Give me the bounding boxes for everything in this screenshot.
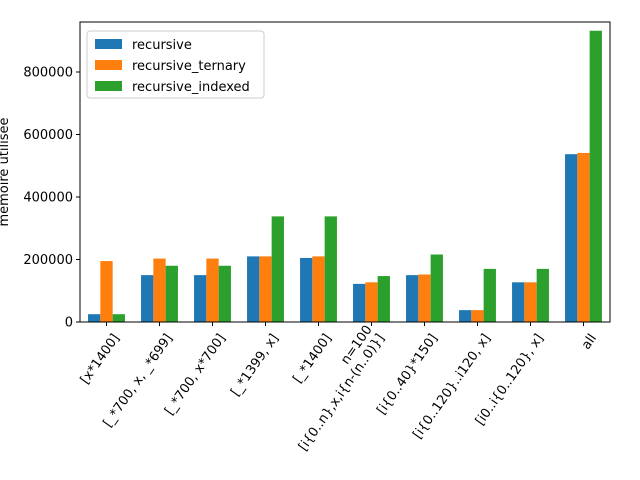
- bar-recursive-ternary-6: [418, 274, 431, 322]
- bars-layer: [88, 30, 602, 322]
- legend-label-recursive-ternary: recursive_ternary: [132, 59, 246, 74]
- y-tick-label: 400000: [23, 191, 73, 206]
- bar-recursive-indexed-9: [589, 30, 602, 322]
- bar-recursive-indexed-3: [271, 216, 284, 322]
- bar-recursive-3: [247, 256, 260, 322]
- bar-recursive-indexed-8: [536, 268, 549, 322]
- bar-recursive-4: [300, 257, 313, 322]
- bar-recursive-ternary-5: [365, 282, 378, 322]
- bar-recursive-indexed-5: [377, 276, 390, 322]
- bar-recursive-ternary-4: [312, 256, 325, 322]
- y-tick-label: 0: [65, 316, 73, 331]
- bar-recursive-ternary-9: [577, 152, 590, 322]
- bar-recursive-indexed-0: [112, 314, 125, 322]
- legend-swatch-recursive: [95, 39, 122, 49]
- y-axis-label: mémoire utilisée: [0, 117, 12, 226]
- x-tick-label: n=100[i{0..n},x,i{n-(n..0)}]: [284, 323, 388, 454]
- x-tick-label: all: [579, 331, 600, 352]
- y-tick-label: 800000: [23, 66, 73, 81]
- legend: recursive recursive_ternary recursive_inde…: [86, 30, 265, 99]
- bar-recursive-ternary-3: [259, 256, 272, 322]
- x-tick-label: [_*1399, x]: [228, 331, 282, 399]
- bar-recursive-7: [459, 310, 472, 322]
- x-axis: [x*1400][_*700, x, _*699][_*700, x*700][…: [78, 322, 600, 454]
- bar-recursive-ternary-8: [524, 282, 537, 322]
- bar-recursive-1: [141, 275, 154, 322]
- bar-recursive-ternary-0: [100, 261, 113, 322]
- bar-recursive-ternary-2: [206, 258, 219, 322]
- axes-frame: [79, 21, 611, 323]
- legend-label-recursive-indexed: recursive_indexed: [132, 80, 250, 95]
- x-tick-label: [_*1400]: [290, 331, 335, 386]
- y-tick-label: 200000: [23, 253, 73, 268]
- bar-recursive-indexed-7: [483, 268, 496, 322]
- bar-recursive-ternary-7: [471, 310, 484, 322]
- bar-recursive-indexed-4: [324, 216, 337, 322]
- x-tick-label: [x*1400]: [78, 331, 123, 387]
- legend-swatch-recursive-indexed: [95, 81, 122, 91]
- y-tick-label: 600000: [23, 128, 73, 143]
- bar-recursive-indexed-1: [165, 265, 178, 322]
- bar-recursive-0: [88, 314, 101, 322]
- bar-recursive-2: [194, 275, 207, 322]
- bar-recursive-indexed-2: [218, 265, 231, 322]
- bar-recursive-indexed-6: [430, 254, 443, 322]
- legend-swatch-recursive-ternary: [95, 60, 122, 70]
- bar-recursive-8: [512, 282, 525, 322]
- bar-recursive-ternary-1: [153, 258, 166, 322]
- bar-recursive-9: [565, 154, 578, 322]
- bar-recursive-5: [353, 283, 366, 322]
- legend-label-recursive: recursive: [132, 38, 192, 53]
- y-axis: 0 200000 400000 600000 800000: [23, 66, 80, 331]
- legend-box: [86, 30, 265, 99]
- bar-recursive-6: [406, 275, 419, 322]
